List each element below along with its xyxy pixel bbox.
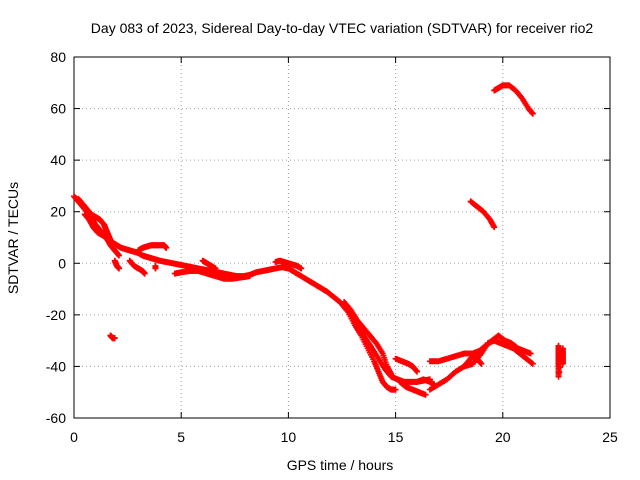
- data-point: [116, 265, 123, 272]
- data-point: [298, 265, 305, 272]
- x-tick-label: 10: [281, 429, 297, 445]
- series-column-22h: [555, 342, 566, 380]
- x-tick-label: 0: [70, 429, 78, 445]
- y-tick-label: 60: [50, 101, 66, 117]
- x-tick-label: 20: [495, 429, 511, 445]
- tick-marks: [73, 56, 611, 419]
- data-point: [529, 360, 536, 367]
- series-lower-band-5to8h: [171, 268, 253, 282]
- y-tick-label: -40: [46, 358, 66, 374]
- series-upper-17to21h: [426, 332, 534, 365]
- x-tick-label: 25: [602, 429, 618, 445]
- series-dip-3h: [126, 257, 148, 277]
- data-point: [111, 335, 118, 342]
- data-point: [116, 252, 123, 259]
- series-hump-15h: [392, 355, 421, 375]
- series-hump-3to4h: [135, 242, 170, 254]
- series-main-track: [71, 193, 433, 385]
- plot-frame: [73, 56, 611, 419]
- series-lower-branch-early: [81, 211, 123, 259]
- series-spike-6h: [199, 257, 219, 272]
- series-steep-lower-13to15h: [345, 309, 399, 393]
- data-point: [141, 270, 148, 277]
- y-tick-label: 0: [58, 255, 66, 271]
- y-tick-label: -60: [46, 410, 66, 426]
- x-tick-label: 5: [177, 429, 185, 445]
- series-rise-10h: [272, 257, 305, 272]
- y-tick-label: 80: [50, 49, 66, 65]
- data-point: [414, 368, 421, 375]
- y-tick-label: -20: [46, 307, 66, 323]
- series-isolated-4h: [152, 262, 159, 272]
- data-point: [152, 265, 159, 272]
- data-point: [491, 224, 498, 231]
- x-tick-labels: 0 5 10 15 20 25: [70, 429, 618, 445]
- series-isolated-2h: [107, 332, 118, 342]
- chart-title: Day 083 of 2023, Sidereal Day-to-day VTE…: [91, 20, 594, 36]
- data-point: [559, 360, 566, 367]
- data-point: [212, 265, 219, 272]
- data-point: [422, 391, 429, 398]
- x-axis-label: GPS time / hours: [287, 457, 394, 473]
- y-tick-label: 40: [50, 152, 66, 168]
- y-tick-label: 20: [50, 204, 66, 220]
- series-lower-tail-15to16h: [396, 378, 429, 398]
- series-steep-upper-13to15h: [341, 298, 395, 378]
- series-dip-2h: [111, 257, 123, 272]
- data-points: [71, 82, 566, 398]
- y-axis-label: SDTVAR / TECUs: [5, 182, 21, 294]
- data-point: [392, 386, 399, 393]
- x-tick-label: 15: [388, 429, 404, 445]
- gridlines: [74, 57, 610, 418]
- data-point: [478, 360, 485, 367]
- data-point: [388, 371, 395, 378]
- y-tick-labels: -60 -40 -20 0 20 40 60 80: [46, 49, 66, 426]
- series-hump-18h: [461, 353, 485, 370]
- series-arc-19h: [467, 198, 498, 231]
- data-point: [529, 110, 536, 117]
- data-point: [527, 350, 534, 357]
- data-point: [246, 273, 253, 280]
- series-arc-20to21h: [491, 82, 536, 117]
- data-point: [163, 244, 170, 251]
- data-point: [528, 359, 535, 366]
